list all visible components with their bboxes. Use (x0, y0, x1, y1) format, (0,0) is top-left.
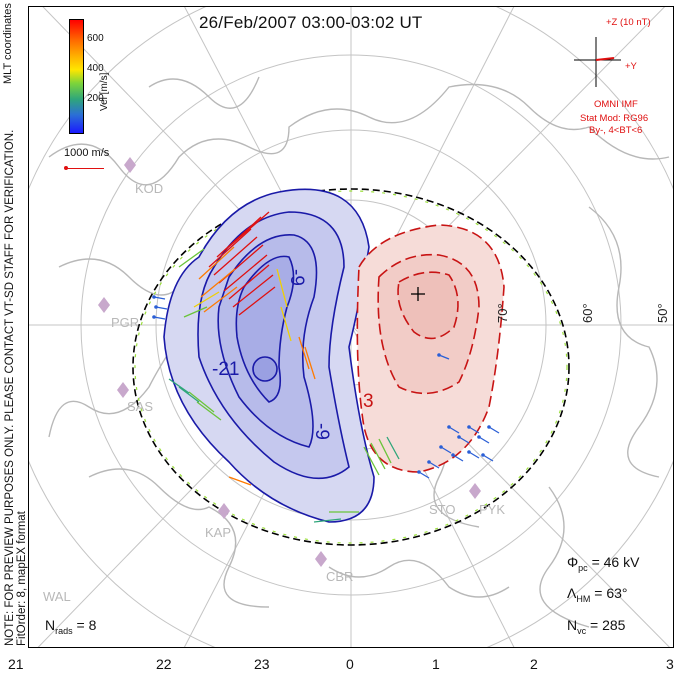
imf-source: OMNI IMF (594, 99, 638, 110)
scale-vector-label: 1000 m/s (64, 147, 110, 159)
imf-z-label: +Z (10 nT) (606, 17, 651, 28)
contour-label: -21 (212, 359, 240, 380)
mlt-tick: 0 (346, 656, 354, 672)
station-label: PGR (111, 315, 140, 330)
colorbar-tick-600: 600 (87, 33, 104, 44)
cross-polar-potential-value: = 46 kV (591, 554, 640, 570)
hmb-boundary-green (134, 190, 568, 544)
hmb-boundary (132, 188, 570, 546)
fit-order-note: FitOrder: 8, mapEX format (16, 511, 28, 646)
map-frame: 26/Feb/2007 03:00-03:02 UT 600 400 200 V… (28, 6, 674, 648)
latitude-label: 60° (580, 303, 595, 323)
mlt-tick: 22 (156, 656, 172, 672)
contour-label: 3 (363, 391, 374, 412)
mlt-tick: 23 (254, 656, 270, 672)
map-title: 26/Feb/2007 03:00-03:02 UT (199, 13, 423, 32)
coordinate-system-label: MLT coordinates (2, 3, 14, 84)
contour-label: -9 (286, 269, 307, 286)
hmb-latitude: ΛHM = 63° (567, 585, 628, 604)
station-label: PYK (479, 502, 506, 517)
scale-vector-dot (64, 166, 68, 170)
mlt-tick: 2 (530, 656, 538, 672)
velocity-vectors (152, 211, 500, 523)
station-label: KAP (205, 525, 232, 540)
radar-count-value: = 8 (76, 617, 97, 633)
preview-note: NOTE: FOR PREVIEW PURPOSES ONLY. PLEASE … (4, 129, 16, 646)
vector-count-value: = 285 (590, 617, 626, 633)
station-label: SAS (127, 399, 154, 414)
hmb-latitude-value: = 63° (594, 585, 628, 601)
mlt-tick: 1 (432, 656, 440, 672)
radar-count: Nrads = 8 (45, 617, 97, 636)
colorbar-label: Vel [m/s] (99, 72, 110, 111)
positive-cell (356, 224, 505, 473)
scale-vector (66, 168, 104, 169)
negative-cell (163, 188, 375, 523)
station-label: CBR (326, 569, 354, 584)
station-label: KOD (135, 181, 164, 196)
colorbar-tick-400: 400 (87, 63, 104, 74)
latitude-label: 50° (655, 303, 670, 323)
mlt-tick: 21 (8, 656, 24, 672)
polar-convection-map (29, 7, 673, 647)
colorbar-tick-200: 200 (87, 93, 104, 104)
mlt-tick: 3 (666, 656, 674, 672)
imf-dial (574, 37, 621, 87)
cross-polar-potential: Φpc = 46 kV (567, 554, 640, 573)
imf-y-label: +Y (625, 61, 637, 72)
station-label: STO (429, 502, 456, 517)
imf-condition: By-, 4<BT<6 (589, 125, 643, 136)
imf-model: Stat Mod: RG96 (580, 113, 649, 124)
potential-max-marker (411, 287, 425, 301)
station-markers (98, 157, 481, 567)
velocity-colorbar (69, 19, 84, 134)
contour-label: -9 (311, 423, 332, 440)
station-label: WAL (43, 589, 71, 604)
latitude-label: 70° (495, 303, 510, 323)
vector-count: Nvc = 285 (567, 617, 626, 636)
